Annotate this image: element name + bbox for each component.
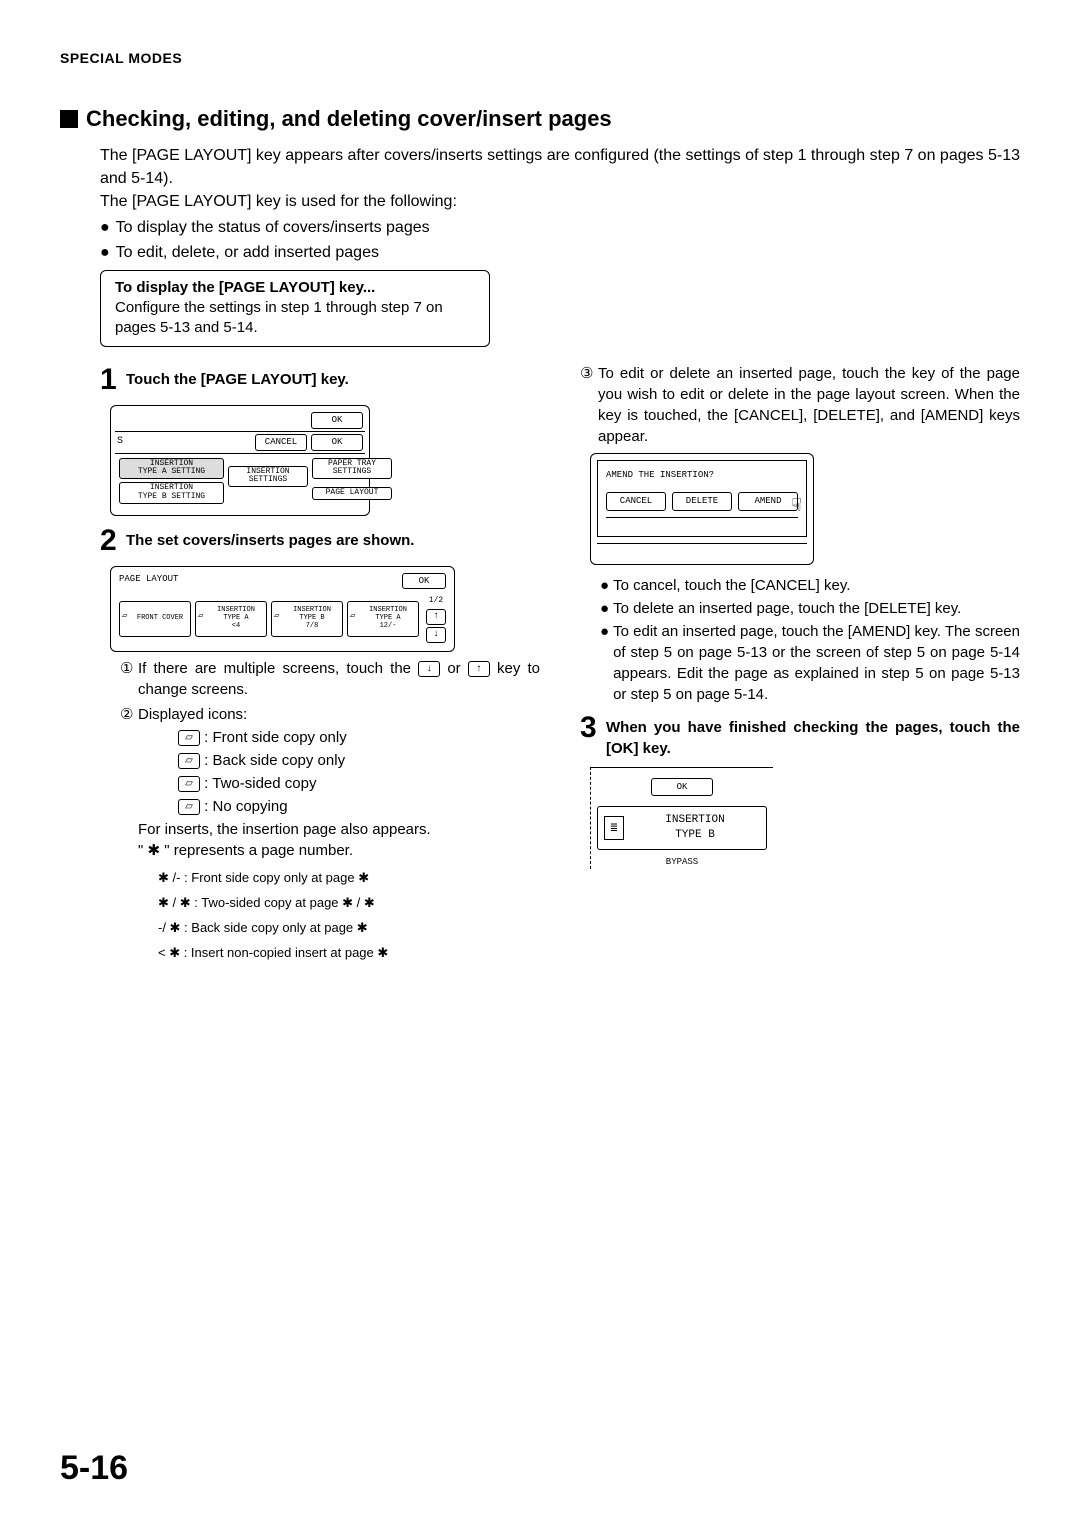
ok-button-2[interactable]: OK	[311, 434, 363, 451]
step-1: 1 Touch the [PAGE LAYOUT] key.	[100, 365, 540, 395]
panel-ok: OK ≣ INSERTION TYPE B BYPASS	[590, 767, 773, 869]
cancel-button[interactable]: CANCEL	[606, 492, 666, 511]
front-copy-icon: ▱	[178, 730, 200, 746]
two-sided-icon: ▱	[178, 776, 200, 792]
scroll-down-button[interactable]: ↓	[426, 627, 446, 643]
amend-button[interactable]: AMEND	[738, 492, 798, 511]
note-delete: To delete an inserted page, touch the [D…	[600, 598, 1020, 619]
callout-heading: To display the [PAGE LAYOUT] key...	[115, 279, 475, 296]
page-indicator: 1/2	[429, 595, 443, 606]
insertion-type-b-box[interactable]: ≣ INSERTION TYPE B	[597, 806, 767, 850]
scroll-up-button[interactable]: ↑	[426, 609, 446, 625]
note-cancel: To cancel, touch the [CANCEL] key.	[600, 575, 1020, 596]
note-amend: To edit an inserted page, touch the [AME…	[600, 621, 1020, 705]
step-3-text: When you have finished checking the page…	[606, 713, 1020, 759]
section-title-text: Checking, editing, and deleting cover/in…	[86, 106, 612, 131]
ok-button[interactable]: OK	[311, 412, 363, 429]
intro-bullet-2: To edit, delete, or add inserted pages	[100, 241, 1020, 264]
step-1-number: 1	[100, 365, 126, 395]
hand-pointer-icon: ☟	[791, 495, 802, 520]
callout-box: To display the [PAGE LAYOUT] key... Conf…	[100, 270, 490, 348]
down-key-icon: ↓	[418, 661, 440, 677]
card-ins-a-4[interactable]: ▱INSERTIONTYPE A<4	[195, 601, 267, 637]
callout-body: Configure the settings in step 1 through…	[115, 298, 475, 339]
page-layout-button[interactable]: PAGE LAYOUT	[312, 487, 392, 500]
insertion-settings-button[interactable]: INSERTION SETTINGS	[228, 466, 308, 488]
sub-2: ② Displayed icons: ▱ : Front side copy o…	[120, 704, 540, 967]
step-3-number: 3	[580, 713, 606, 759]
right-column: ③ To edit or delete an inserted page, to…	[580, 359, 1020, 970]
panel-settings: OK S CANCEL OK INSERTION TYPE A SETTING …	[110, 405, 370, 515]
panel-page-layout: PAGE LAYOUT OK ▱FRONT COVER ▱INSERTIONTY…	[110, 566, 455, 652]
step-2-number: 2	[100, 526, 126, 556]
page-number: 5-16	[60, 1449, 128, 1488]
back-copy-icon: ▱	[178, 753, 200, 769]
bypass-label: BYPASS	[597, 856, 767, 869]
left-column: 1 Touch the [PAGE LAYOUT] key. OK S CANC…	[100, 359, 540, 970]
intro-block: The [PAGE LAYOUT] key appears after cove…	[100, 144, 1020, 264]
step-2-text: The set covers/inserts pages are shown.	[126, 526, 414, 556]
intro-p1: The [PAGE LAYOUT] key appears after cove…	[100, 144, 1020, 190]
insertion-type-b-button[interactable]: INSERTION TYPE B SETTING	[119, 482, 224, 504]
cancel-button[interactable]: CANCEL	[255, 434, 307, 451]
card-front-cover[interactable]: ▱FRONT COVER	[119, 601, 191, 637]
ok-button[interactable]: OK	[651, 778, 713, 797]
sub-3: ③ To edit or delete an inserted page, to…	[580, 363, 1020, 447]
step-3: 3 When you have finished checking the pa…	[580, 713, 1020, 759]
step-2: 2 The set covers/inserts pages are shown…	[100, 526, 540, 556]
panel-title: PAGE LAYOUT	[119, 573, 178, 590]
intro-bullet-1: To display the status of covers/inserts …	[100, 216, 1020, 239]
up-key-icon: ↑	[468, 661, 490, 677]
s-label: S	[117, 435, 123, 449]
insertion-type-a-button[interactable]: INSERTION TYPE A SETTING	[119, 458, 224, 480]
card-ins-b-78[interactable]: ▱INSERTIONTYPE B7/8	[271, 601, 343, 637]
amend-question: AMEND THE INSERTION?	[606, 469, 798, 482]
delete-button[interactable]: DELETE	[672, 492, 732, 511]
sub-1: ① If there are multiple screens, touch t…	[120, 658, 540, 700]
ok-button[interactable]: OK	[402, 573, 446, 590]
paper-tray-button[interactable]: PAPER TRAY SETTINGS	[312, 458, 392, 480]
list-icon: ≣	[604, 816, 624, 840]
intro-p2: The [PAGE LAYOUT] key is used for the fo…	[100, 190, 1020, 213]
step-1-text: Touch the [PAGE LAYOUT] key.	[126, 365, 349, 395]
section-title: Checking, editing, and deleting cover/in…	[60, 106, 1020, 132]
panel-amend: AMEND THE INSERTION? CANCEL DELETE AMEND…	[590, 453, 814, 564]
card-ins-a-12[interactable]: ▱INSERTIONTYPE A12/-	[347, 601, 419, 637]
section-bullet	[60, 110, 78, 128]
header-label: SPECIAL MODES	[60, 50, 1020, 66]
no-copy-icon: ▱	[178, 799, 200, 815]
